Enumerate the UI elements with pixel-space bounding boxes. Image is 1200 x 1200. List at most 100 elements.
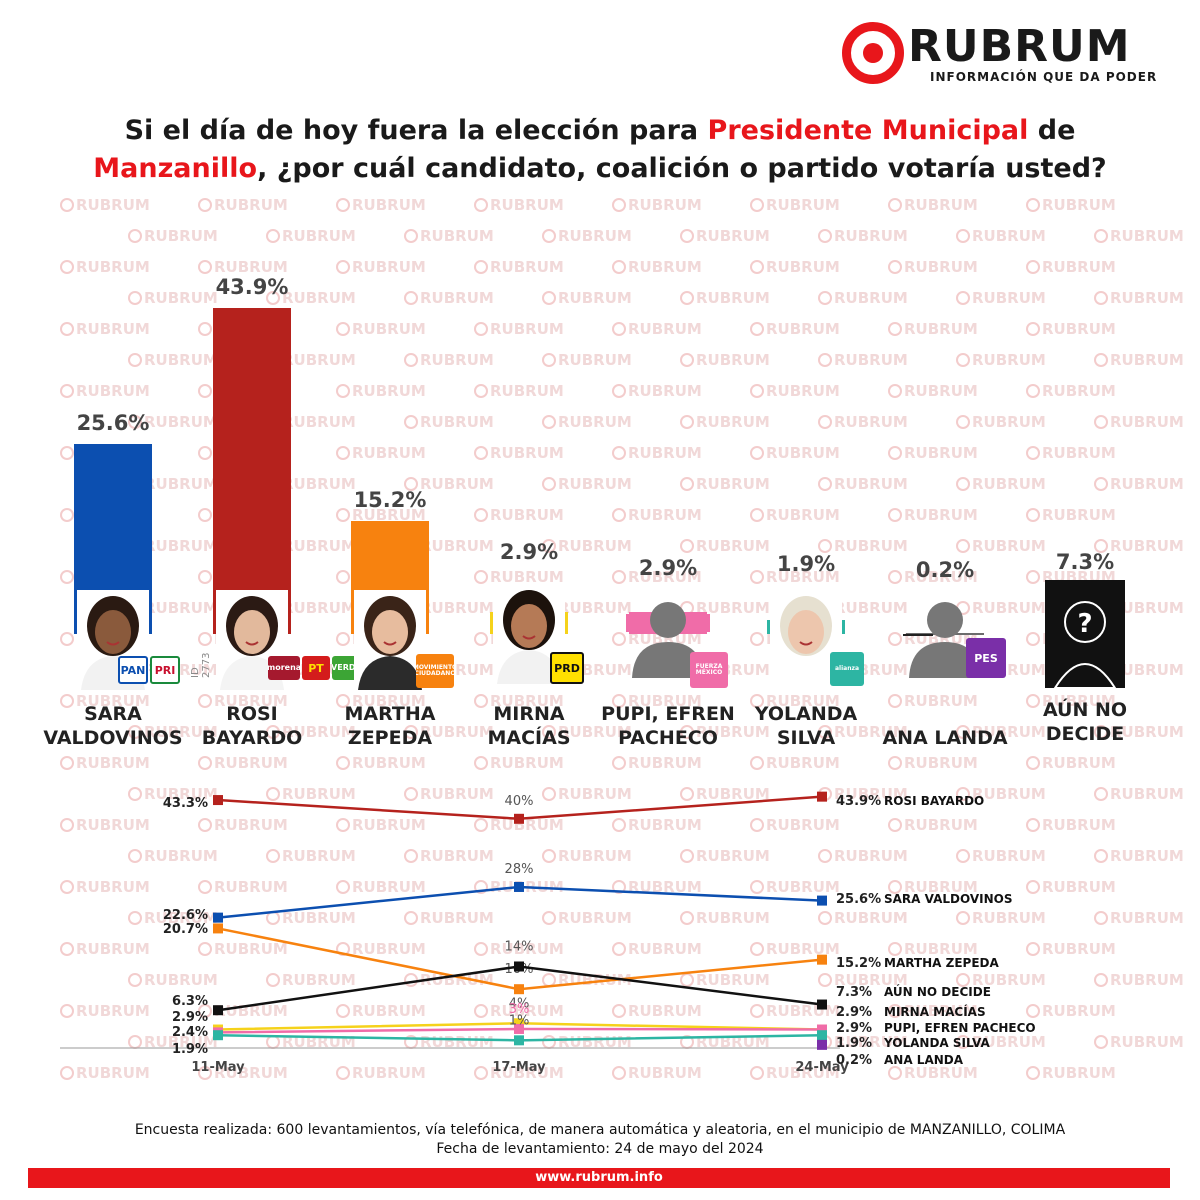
watermark-text: RUBRUM [490, 258, 564, 276]
watermark-target-icon [60, 322, 74, 336]
data-point-marker [213, 1005, 223, 1016]
x-tick-label: 17-May [492, 1060, 546, 1075]
watermark-text: RUBRUM [76, 382, 150, 400]
watermark-text: RUBRUM [76, 196, 150, 214]
watermark-target-icon [956, 415, 970, 429]
footer-url: www.rubrum.info [535, 1170, 663, 1185]
watermark-text: RUBRUM [1110, 289, 1184, 307]
data-label: 25.6% [836, 892, 881, 907]
watermark-target-icon [198, 322, 212, 336]
photo-id-stamp: ID 2773 [190, 652, 212, 678]
data-label: 2.9% [836, 1021, 872, 1036]
data-point-marker [817, 1030, 827, 1041]
data-label: 40% [505, 794, 534, 809]
watermark-text: RUBRUM [1110, 475, 1184, 493]
data-label: 2.4% [172, 1025, 208, 1040]
party-logo-pes-icon: PES [966, 638, 1006, 678]
watermark-target-icon [60, 570, 74, 584]
watermark-text: RUBRUM [972, 227, 1046, 245]
bar-value-label: 15.2% [353, 488, 427, 513]
watermark-target-icon [612, 632, 626, 646]
watermark-target-icon [128, 229, 142, 243]
watermark-target-icon [404, 291, 418, 305]
data-label: 20.7% [163, 922, 208, 937]
watermark-text: RUBRUM [628, 258, 702, 276]
watermark-target-icon [336, 198, 350, 212]
watermark-text: RUBRUM [352, 444, 426, 462]
candidate-name-line-1: MIRNA [493, 703, 565, 725]
candidate-name-ana-landa: ANA LANDA [855, 726, 1035, 750]
watermark-text: RUBRUM [766, 196, 840, 214]
candidate-name-line-1: ROSI [226, 703, 278, 725]
candidate-name-line-2: BAYARDO [201, 727, 303, 749]
watermark-text: RUBRUM [904, 320, 978, 338]
watermark-target-icon [336, 446, 350, 460]
watermark-text: RUBRUM [420, 351, 494, 369]
watermark-text: RUBRUM [1110, 413, 1184, 431]
data-point-marker [213, 1030, 223, 1041]
watermark-target-icon [198, 446, 212, 460]
watermark-text: RUBRUM [352, 320, 426, 338]
watermark-target-icon [818, 353, 832, 367]
brand-tagline: INFORMACIÓN QUE DA PODER [930, 70, 1158, 84]
watermark-text: RUBRUM [76, 320, 150, 338]
watermark-target-icon [60, 446, 74, 460]
watermark-text: RUBRUM [420, 227, 494, 245]
watermark-target-icon [956, 539, 970, 553]
watermark-text: RUBRUM [628, 444, 702, 462]
watermark-text: RUBRUM [352, 258, 426, 276]
watermark-text: RUBRUM [558, 351, 632, 369]
watermark-text: RUBRUM [490, 196, 564, 214]
watermark-target-icon [750, 508, 764, 522]
rubrum-logo: RUBRUM INFORMACIÓN QUE DA PODER [842, 18, 1162, 88]
watermark-target-icon [612, 322, 626, 336]
title-highlight-office: Presidente Municipal [707, 115, 1029, 146]
watermark-text: RUBRUM [972, 475, 1046, 493]
watermark-target-icon [542, 353, 556, 367]
watermark-target-icon [336, 260, 350, 274]
watermark-text: RUBRUM [558, 475, 632, 493]
watermark-text: RUBRUM [420, 599, 494, 617]
watermark-text: RUBRUM [490, 320, 564, 338]
chart-title: Si el día de hoy fuera la elección para … [40, 112, 1160, 188]
watermark-text: RUBRUM [696, 289, 770, 307]
watermark-target-icon [818, 229, 832, 243]
watermark-text: RUBRUM [904, 258, 978, 276]
watermark-target-icon [750, 446, 764, 460]
candidate-name-line-1: YOLANDA [754, 703, 858, 725]
watermark-target-icon [474, 508, 488, 522]
watermark-target-icon [60, 198, 74, 212]
watermark-target-icon [336, 384, 350, 398]
watermark-text: RUBRUM [490, 444, 564, 462]
watermark-text: RUBRUM [628, 320, 702, 338]
data-label: 2.9% [172, 1010, 208, 1025]
data-point-marker [514, 881, 524, 892]
watermark-text: RUBRUM [76, 258, 150, 276]
data-point-marker [213, 923, 223, 934]
watermark-target-icon [1026, 508, 1040, 522]
watermark-text: RUBRUM [144, 351, 218, 369]
watermark-text: RUBRUM [420, 289, 494, 307]
watermark-target-icon [336, 632, 350, 646]
watermark-target-icon [60, 508, 74, 522]
watermark-target-icon [542, 477, 556, 491]
watermark-target-icon [542, 291, 556, 305]
watermark-target-icon [680, 353, 694, 367]
data-label: 4% [509, 996, 530, 1011]
bar-value-label: 25.6% [76, 410, 150, 435]
watermark-target-icon [888, 632, 902, 646]
watermark-text: RUBRUM [904, 506, 978, 524]
watermark-text: RUBRUM [1042, 258, 1116, 276]
candidate-name-line-2: MACÍAS [487, 727, 571, 749]
watermark-text: RUBRUM [558, 413, 632, 431]
watermark-text: RUBRUM [1110, 227, 1184, 245]
watermark-target-icon [1026, 756, 1040, 770]
watermark-text: RUBRUM [904, 382, 978, 400]
watermark-text: RUBRUM [766, 506, 840, 524]
watermark-text: RUBRUM [766, 320, 840, 338]
series-name-label: YOLANDA SILVA [883, 1036, 990, 1050]
watermark-target-icon [956, 229, 970, 243]
watermark-target-icon [612, 756, 626, 770]
watermark-text: RUBRUM [696, 227, 770, 245]
watermark-text: RUBRUM [834, 227, 908, 245]
